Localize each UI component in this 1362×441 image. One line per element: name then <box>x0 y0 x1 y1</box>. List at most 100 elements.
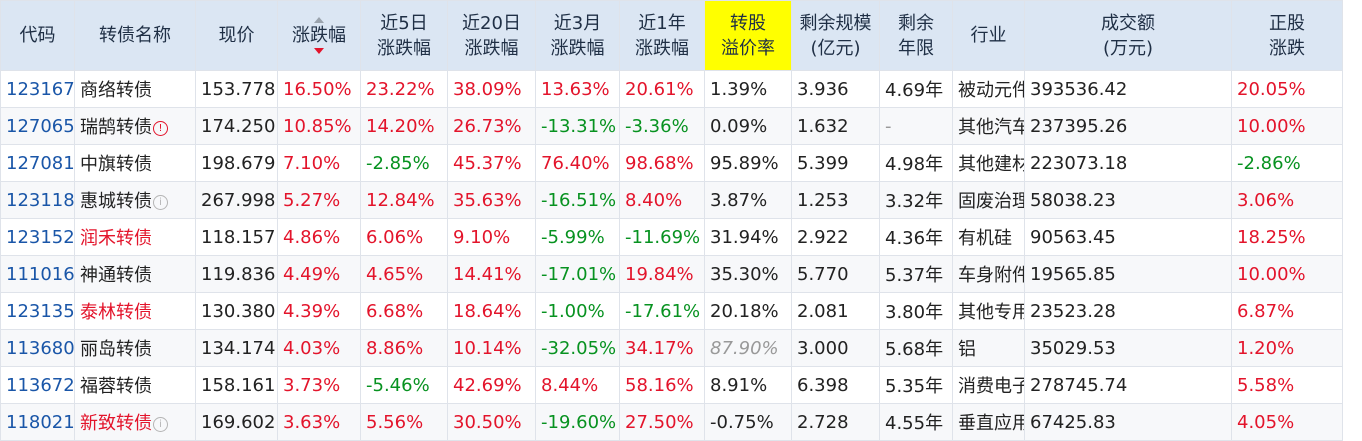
premium-cell-text: 31.94% <box>710 227 779 248</box>
bond-code-link-text: 111016 <box>6 264 75 285</box>
col-header-change-20d[interactable]: 近20日涨跌幅 <box>448 1 536 71</box>
remaining-term-cell: 5.37年 <box>880 256 953 293</box>
sort-ascending-icon <box>314 17 324 23</box>
col-header-code[interactable]: 代码 <box>1 1 75 71</box>
change-20d-cell: 26.73% <box>448 108 536 145</box>
remaining-scale-cell-text: 5.399 <box>797 153 849 174</box>
remaining-scale-cell: 2.728 <box>792 404 880 441</box>
remaining-scale-cell-text: 6.398 <box>797 375 849 396</box>
industry-cell-text: 其他专用设备 <box>958 302 1025 323</box>
stock-change-cell-text: 10.00% <box>1237 116 1306 137</box>
bond-name-link[interactable]: 瑞鹄转债! <box>75 108 196 145</box>
remaining-term-cell-text: 4.55年 <box>885 413 943 434</box>
bond-code-link[interactable]: 127065 <box>1 108 75 145</box>
change-20d-cell-text: 10.14% <box>453 338 522 359</box>
bond-name-link[interactable]: 润禾转债 <box>75 219 196 256</box>
bond-code-link[interactable]: 113672 <box>1 367 75 404</box>
change-1y-cell-text: 58.16% <box>625 375 694 396</box>
col-header-remaining-scale[interactable]: 剩余规模(亿元) <box>792 1 880 71</box>
bond-name-link-text: 神通转债 <box>80 265 152 286</box>
bond-code-link[interactable]: 123118 <box>1 182 75 219</box>
bond-code-link-text: 123152 <box>6 227 75 248</box>
change-20d-cell: 14.41% <box>448 256 536 293</box>
premium-cell: 95.89% <box>705 145 792 182</box>
change-cell-text: 10.85% <box>283 116 352 137</box>
industry-cell-text: 消费电子零部件及组装 <box>958 376 1025 397</box>
bond-code-link-text: 123167 <box>6 79 75 100</box>
alert-icon[interactable]: ! <box>153 121 168 136</box>
change-20d-cell-text: 45.37% <box>453 153 522 174</box>
remaining-scale-cell-text: 3.000 <box>797 338 849 359</box>
bond-code-link[interactable]: 118021 <box>1 404 75 441</box>
stock-change-cell-text: 18.25% <box>1237 227 1306 248</box>
change-cell-text: 5.27% <box>283 190 340 211</box>
bond-name-link[interactable]: 泰林转债 <box>75 293 196 330</box>
volume-cell-text: 278745.74 <box>1030 375 1127 396</box>
price-cell: 119.836 <box>196 256 278 293</box>
price-cell: 130.380 <box>196 293 278 330</box>
col-header-stock-change[interactable]: 正股涨跌 <box>1232 1 1343 71</box>
remaining-scale-cell-text: 5.770 <box>797 264 849 285</box>
change-5d-cell-text: 5.56% <box>366 412 423 433</box>
change-3m-cell: -5.99% <box>536 219 620 256</box>
col-header-change-1y[interactable]: 近1年涨跌幅 <box>620 1 705 71</box>
col-header-volume[interactable]: 成交额(万元) <box>1025 1 1232 71</box>
change-5d-cell-text: 14.20% <box>366 116 435 137</box>
col-header-name[interactable]: 转债名称 <box>75 1 196 71</box>
bond-code-link[interactable]: 111016 <box>1 256 75 293</box>
industry-cell: 垂直应用软件 <box>953 404 1025 441</box>
stock-change-cell-text: 10.00% <box>1237 264 1306 285</box>
bond-code-link-text: 123135 <box>6 301 75 322</box>
bond-code-link[interactable]: 123152 <box>1 219 75 256</box>
change-cell-text: 4.86% <box>283 227 340 248</box>
remaining-scale-cell: 2.081 <box>792 293 880 330</box>
remaining-term-cell: 3.80年 <box>880 293 953 330</box>
bond-name-link[interactable]: 丽岛转债 <box>75 330 196 367</box>
bond-name-link[interactable]: 中旗转债 <box>75 145 196 182</box>
remaining-term-cell: 4.36年 <box>880 219 953 256</box>
col-header-price[interactable]: 现价 <box>196 1 278 71</box>
col-header-industry[interactable]: 行业 <box>953 1 1025 71</box>
info-icon[interactable]: i <box>153 195 168 210</box>
change-3m-cell: 76.40% <box>536 145 620 182</box>
change-cell: 4.86% <box>278 219 361 256</box>
col-header-change-5d[interactable]: 近5日涨跌幅 <box>361 1 448 71</box>
industry-cell: 消费电子零部件及组装 <box>953 367 1025 404</box>
bond-name-link[interactable]: 神通转债 <box>75 256 196 293</box>
bond-code-link[interactable]: 123167 <box>1 71 75 108</box>
sort-indicator: 涨跌幅 <box>292 23 346 48</box>
remaining-term-cell: 5.68年 <box>880 330 953 367</box>
stock-change-cell-text: -2.86% <box>1237 153 1301 174</box>
volume-cell-text: 237395.26 <box>1030 116 1127 137</box>
col-header-conversion-premium[interactable]: 转股溢价率 <box>705 1 792 71</box>
stock-change-cell: 5.58% <box>1232 367 1343 404</box>
info-icon[interactable]: i <box>153 417 168 432</box>
bond-name-link-text: 商络转债 <box>80 80 152 101</box>
bond-name-link[interactable]: 商络转债 <box>75 71 196 108</box>
change-20d-cell: 35.63% <box>448 182 536 219</box>
volume-cell: 19565.85 <box>1025 256 1232 293</box>
change-5d-cell: 5.56% <box>361 404 448 441</box>
col-header-change-3m[interactable]: 近3月涨跌幅 <box>536 1 620 71</box>
bond-name-link[interactable]: 福蓉转债 <box>75 367 196 404</box>
bond-code-link[interactable]: 113680 <box>1 330 75 367</box>
bond-code-link[interactable]: 123135 <box>1 293 75 330</box>
change-cell: 3.63% <box>278 404 361 441</box>
bond-code-link[interactable]: 127081 <box>1 145 75 182</box>
col-header-remaining-term[interactable]: 剩余年限 <box>880 1 953 71</box>
remaining-scale-cell-text: 1.253 <box>797 190 849 211</box>
industry-cell-text: 其他汽车零部件 <box>958 117 1025 138</box>
col-header-change[interactable]: 涨跌幅 <box>278 1 361 71</box>
